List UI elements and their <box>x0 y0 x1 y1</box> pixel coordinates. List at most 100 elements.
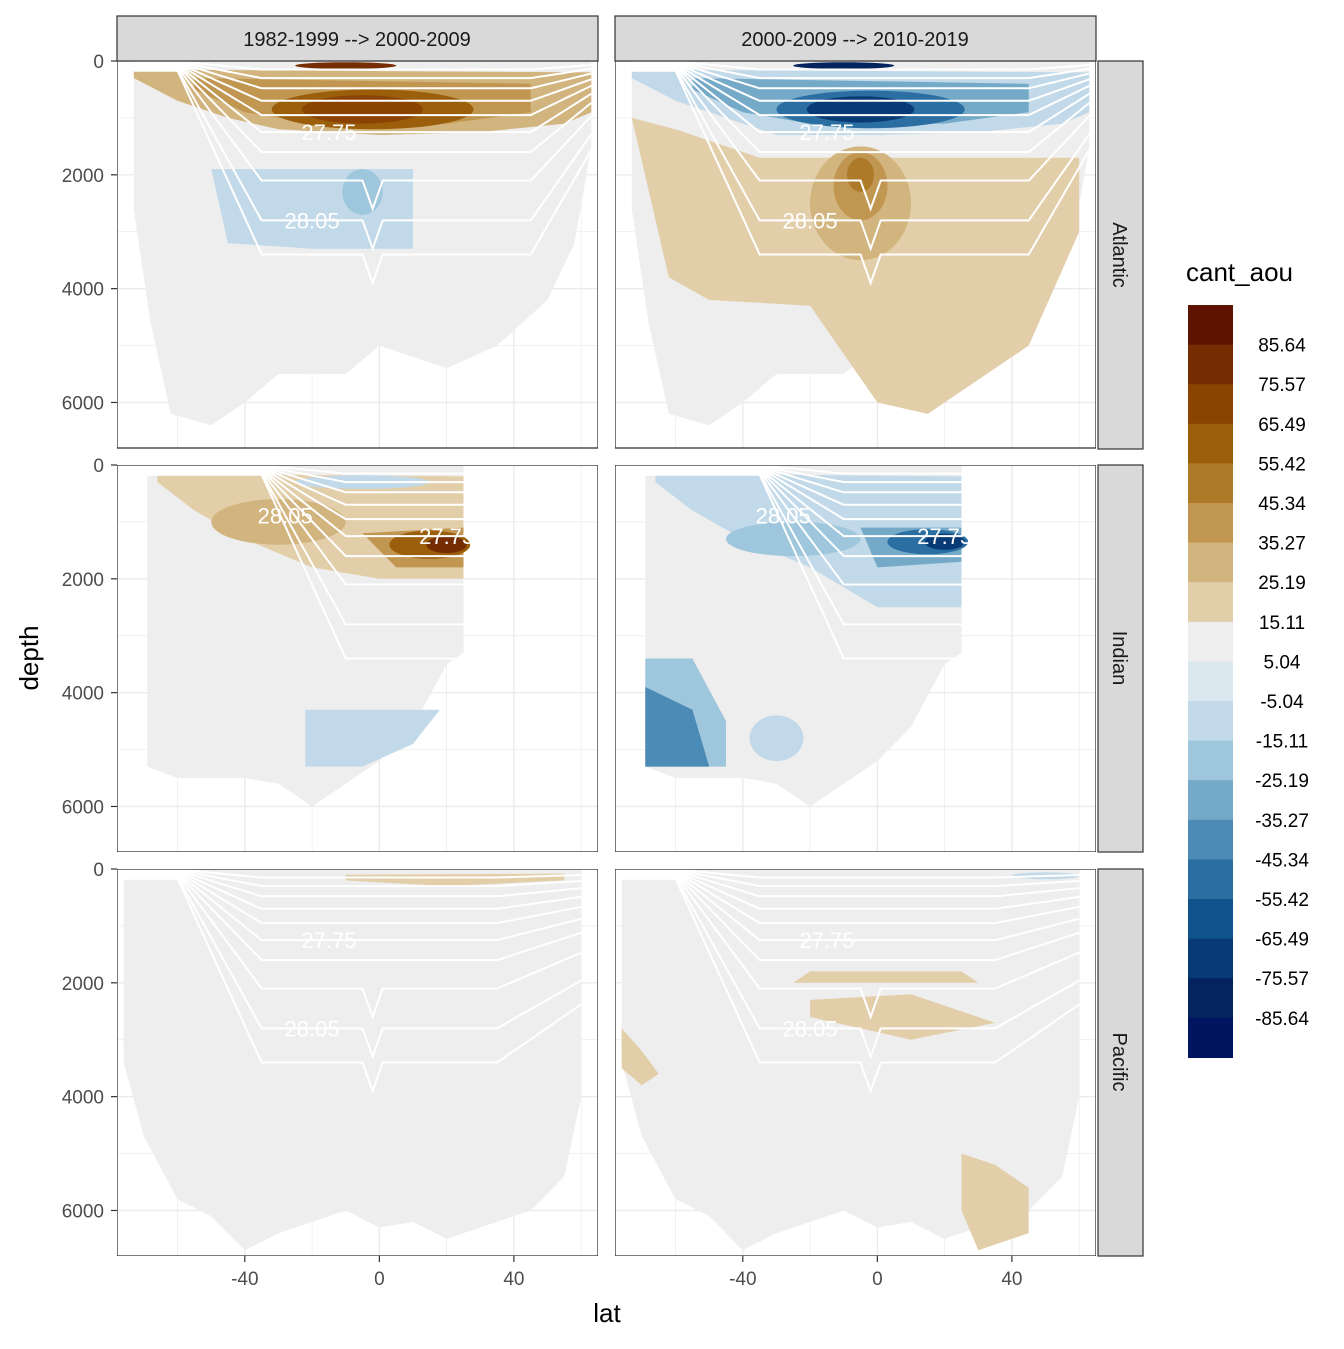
contour-label-28-05: 28.05 <box>756 503 811 528</box>
legend-color-bin <box>1188 978 1233 1019</box>
contour-label-27-75: 27.75 <box>799 120 854 145</box>
panel-indian-2: 28.05 27.75 <box>615 465 1096 852</box>
isopycnal-line <box>621 869 1080 898</box>
isopycnal-line <box>133 61 592 90</box>
y-tick-label: 0 <box>93 456 104 477</box>
region-pacific-c2 <box>961 1153 1029 1251</box>
legend-label: -75.57 <box>1255 969 1309 990</box>
isopycnal-line <box>631 61 1090 71</box>
legend-color-bin <box>1188 859 1233 900</box>
y-tick-label: 2000 <box>62 974 104 995</box>
facet-strip-col-2 <box>614 15 1097 62</box>
legend-color-bin <box>1188 780 1233 821</box>
panel-atlantic-2: 28.05 27.75 <box>615 61 1096 449</box>
isopycnal-line <box>123 869 582 888</box>
region-indian-c2 <box>726 521 861 557</box>
legend-color-bin <box>1188 899 1233 940</box>
isopycnal-line <box>631 61 1090 90</box>
panel-border <box>615 61 1096 449</box>
legend-label: 45.34 <box>1258 494 1306 515</box>
y-tick-label: 2000 <box>62 166 104 187</box>
isopycnal-line <box>621 871 1080 942</box>
region-atlantic-c1 <box>342 169 383 215</box>
panel-atlantic-1: 28.05 27.75 <box>117 61 598 449</box>
contour-label-28-05: 28.05 <box>258 503 313 528</box>
facet-strip-row-indian <box>1097 464 1144 853</box>
isopycnal-line <box>631 69 1091 287</box>
contour-label-28-05: 28.05 <box>285 1016 340 1041</box>
legend-label: -5.04 <box>1260 692 1304 713</box>
isopycnal-line <box>133 64 592 154</box>
isopycnal-line <box>621 869 1080 879</box>
legend-color-bin <box>1188 819 1233 860</box>
legend-label: 35.27 <box>1258 534 1306 555</box>
legend-color-bin <box>1188 463 1233 504</box>
region-atlantic-c1 <box>302 95 423 124</box>
isopycnal-line <box>123 874 582 1021</box>
y-tick-label: 4000 <box>62 1088 104 1109</box>
isopycnal-line <box>147 472 464 626</box>
isopycnal-contours: 28.05 27.75 <box>631 61 1091 287</box>
panel-indian-1: 28.05 27.75 <box>117 465 598 852</box>
legend-color-bin <box>1188 305 1233 346</box>
facet-label-col-1: 1982-1999 --> 2000-2009 <box>243 29 470 51</box>
region-indian-c2 <box>645 687 710 767</box>
isopycnal-line <box>133 62 592 102</box>
contour-label-27-75: 27.75 <box>917 524 972 549</box>
isopycnal-line <box>645 470 962 586</box>
x-axes: -40 0 40 -40 0 40 <box>231 1256 1022 1290</box>
legend-color-bin <box>1188 1017 1233 1058</box>
isopycnal-line <box>621 877 1080 1095</box>
isopycnal-line <box>123 870 582 925</box>
y-tick-label: 0 <box>93 52 104 73</box>
contour-label-27-75: 27.75 <box>301 120 356 145</box>
legend-label: -85.64 <box>1255 1009 1309 1030</box>
isopycnal-line <box>645 473 962 660</box>
isopycnal-line <box>631 61 1090 80</box>
legend-title: cant_aou <box>1186 257 1293 287</box>
legend-label: 55.42 <box>1258 454 1306 475</box>
region-indian-c1 <box>426 536 467 554</box>
legend-label: -45.34 <box>1255 850 1309 871</box>
legend: 85.64 75.57 65.49 55.42 45.34 35.27 25.19 15.11… <box>1188 305 1309 1058</box>
contour-label-28-05: 28.05 <box>783 1016 838 1041</box>
region-pacific-c2 <box>621 1028 659 1086</box>
contour-label-28-05: 28.05 <box>285 208 340 233</box>
isopycnal-line <box>631 64 1090 154</box>
y-axis-title: depth <box>14 625 44 690</box>
y-tick-label: 6000 <box>62 393 104 414</box>
isopycnal-line <box>621 870 1080 925</box>
legend-label: 75.57 <box>1258 375 1306 396</box>
panel-pacific-2: 28.05 27.75 <box>615 869 1096 1256</box>
isopycnal-line <box>123 870 582 910</box>
facet-strip-row-pacific <box>1097 868 1144 1257</box>
isopycnal-line <box>147 470 464 586</box>
region-atlantic-c2 <box>793 62 895 69</box>
isopycnal-contours: 28.05 27.75 <box>621 869 1080 1095</box>
legend-color-bin <box>1188 423 1233 464</box>
legend-color-bin <box>1188 621 1233 662</box>
x-tick-label: 0 <box>872 1269 883 1290</box>
isopycnal-line <box>621 872 1080 962</box>
isopycnal-line <box>621 876 1080 1060</box>
isopycnal-line <box>631 62 1090 117</box>
legend-label: -55.42 <box>1255 890 1309 911</box>
region-indian-c2 <box>924 533 965 550</box>
isopycnal-line <box>133 62 592 117</box>
anomaly-regions <box>645 473 969 767</box>
x-axis-title: lat <box>593 1298 621 1328</box>
x-tick-label: -40 <box>231 1269 258 1290</box>
x-tick-label: -40 <box>729 1269 756 1290</box>
facet-label-row-indian: Indian <box>1108 631 1130 686</box>
isopycnal-contours: 28.05 27.75 <box>645 465 972 660</box>
legend-color-bin <box>1188 938 1233 979</box>
isopycnal-line <box>133 69 593 287</box>
isopycnal-line <box>631 68 1091 252</box>
x-tick-label: 40 <box>1001 1269 1022 1290</box>
x-tick-label: 40 <box>503 1269 524 1290</box>
legend-label: 5.04 <box>1264 652 1301 673</box>
legend-label: -25.19 <box>1255 771 1309 792</box>
facet-strip-row-atlantic <box>1097 60 1144 450</box>
legend-label: -15.11 <box>1256 732 1308 753</box>
legend-color-bin <box>1188 701 1233 742</box>
